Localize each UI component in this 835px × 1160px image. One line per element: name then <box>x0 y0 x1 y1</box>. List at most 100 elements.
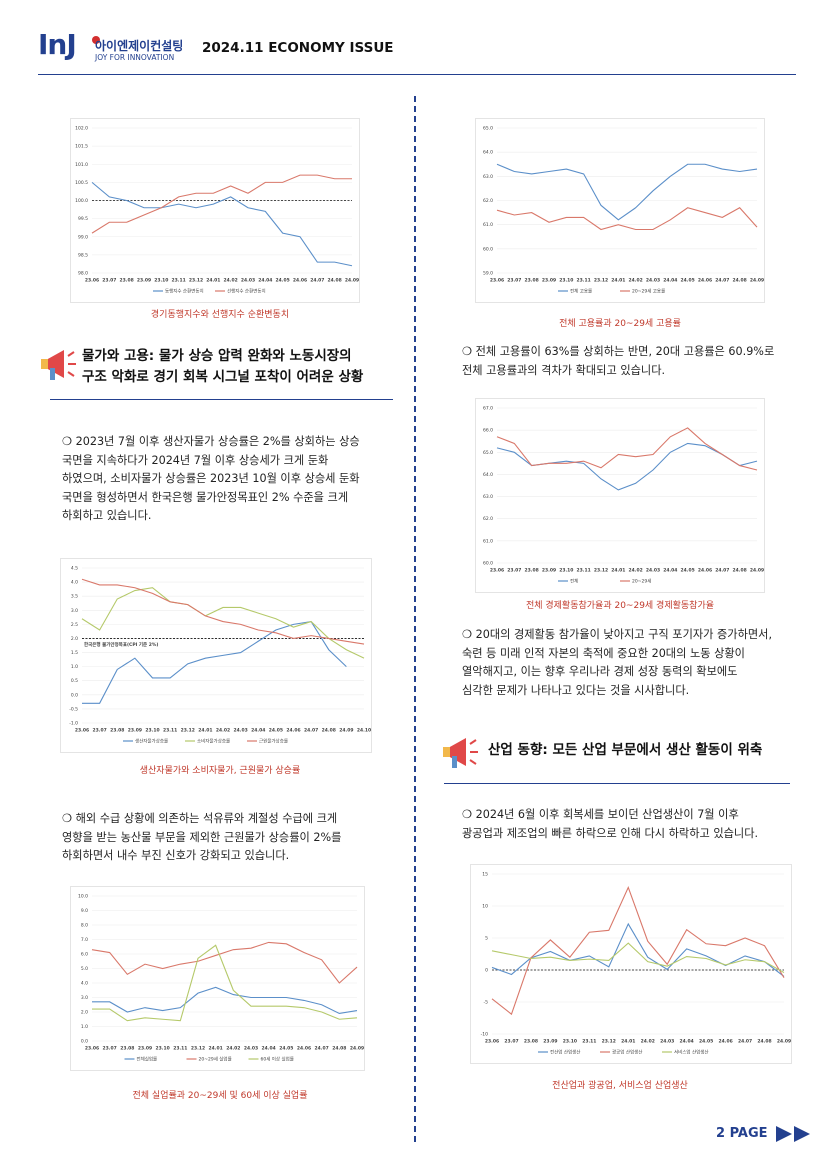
chart-frame <box>475 118 765 303</box>
series-line <box>491 942 785 974</box>
y-tick-label: 1.0 <box>81 1024 88 1030</box>
series-line <box>92 944 358 1022</box>
heading-rule <box>444 783 790 784</box>
x-tick-label: 24.01 <box>621 1039 635 1045</box>
y-tick-label: 5.0 <box>81 966 88 972</box>
x-tick-label: 23.07 <box>507 278 521 284</box>
y-tick-label: -0.5 <box>69 706 78 712</box>
caption: 전체 고용률과 20~29세 고용률 <box>559 319 681 329</box>
y-tick-label: 98.5 <box>78 252 88 258</box>
x-tick-label: 23.07 <box>102 278 116 284</box>
chart-frame <box>70 886 365 1071</box>
x-tick-label: 24.06 <box>297 1046 311 1052</box>
y-tick-label: 98.0 <box>78 271 88 277</box>
y-tick-label: 10 <box>482 904 488 910</box>
x-tick-label: 24.09 <box>750 278 764 284</box>
y-tick-label: 66.0 <box>483 428 493 434</box>
legend-label: 선행지수 순환변동치 <box>227 288 266 295</box>
y-tick-label: 4.0 <box>81 981 88 987</box>
y-tick-label: 62.0 <box>483 198 493 204</box>
y-tick-label: 62.0 <box>483 516 493 522</box>
x-tick-label: 23.08 <box>120 278 134 284</box>
x-tick-label: 23.10 <box>559 568 573 574</box>
y-tick-label: 1.5 <box>71 650 78 656</box>
x-tick-label: 24.03 <box>646 568 660 574</box>
y-tick-label: 99.5 <box>78 216 88 222</box>
series-line <box>496 163 758 221</box>
y-tick-label: 4.0 <box>71 580 78 586</box>
x-tick-label: 24.04 <box>258 278 272 284</box>
x-tick-label: 24.08 <box>733 568 747 574</box>
legend-label: 전체 <box>570 578 578 585</box>
x-tick-label: 24.02 <box>216 728 230 734</box>
y-tick-label: 5 <box>485 936 488 942</box>
logo: InJ <box>38 28 100 61</box>
series-line <box>92 986 358 1015</box>
y-tick-label: 2.0 <box>71 636 78 642</box>
series-line <box>81 587 365 659</box>
company: 아이엔제이컨설팅 <box>95 39 184 53</box>
x-tick-label: 23.07 <box>103 1046 117 1052</box>
series-line <box>491 922 785 977</box>
caption: 경기동행지수와 선행지수 순환변동치 <box>150 310 290 320</box>
x-tick-label: 24.01 <box>198 728 212 734</box>
y-tick-label: 65.0 <box>483 450 493 456</box>
x-tick-label: 23.11 <box>582 1039 596 1045</box>
y-tick-label: -5 <box>484 1000 489 1006</box>
legend-label: 20~29세 실업률 <box>199 1056 232 1063</box>
x-tick-label: 23.12 <box>181 728 195 734</box>
section-heading: 산업 동향: 모든 산업 부문에서 생산 활동이 위축 <box>488 742 763 758</box>
x-tick-label: 23.07 <box>507 568 521 574</box>
x-tick-label: 24.06 <box>718 1039 732 1045</box>
legend-label: 소비자물가상승률 <box>197 738 230 745</box>
paragraph: ❍ 전체 고용률이 63%를 상회하는 반면, 20대 고용률은 60.9%로 … <box>462 345 775 377</box>
x-tick-label: 24.09 <box>345 278 359 284</box>
megaphone-icon <box>41 350 76 380</box>
paragraph: ❍ 20대의 경제활동 참가율이 낮아지고 구직 포기자가 증가하면서, 숙련 … <box>462 628 773 697</box>
paragraph: ❍ 해외 수급 상황에 의존하는 석유류와 계절성 수급에 크게 영향을 받는 … <box>62 812 342 862</box>
arrow-icon <box>776 1126 810 1142</box>
series-line <box>91 174 352 234</box>
y-tick-label: 3.0 <box>71 608 78 614</box>
column-divider <box>414 96 416 1142</box>
x-tick-label: 24.08 <box>332 1046 346 1052</box>
legend-label: 20~29세 고용률 <box>632 288 665 295</box>
x-tick-label: 23.09 <box>137 278 151 284</box>
x-tick-label: 24.04 <box>663 278 677 284</box>
x-tick-label: 24.06 <box>293 278 307 284</box>
y-tick-label: 0 <box>485 968 488 974</box>
x-tick-label: 23.06 <box>485 1039 499 1045</box>
x-tick-label: 23.09 <box>128 728 142 734</box>
series-line <box>91 181 353 267</box>
x-tick-label: 24.06 <box>698 278 712 284</box>
x-tick-label: 24.09 <box>339 728 353 734</box>
y-tick-label: 61.0 <box>483 222 493 228</box>
x-tick-label: 24.05 <box>269 728 283 734</box>
y-tick-label: 64.0 <box>483 150 493 156</box>
x-tick-label: 23.12 <box>189 278 203 284</box>
x-tick-label: 23.10 <box>154 278 168 284</box>
series-line <box>496 427 758 471</box>
x-tick-label: 24.04 <box>251 728 265 734</box>
legend-label: 생산자물가상승률 <box>135 738 168 745</box>
x-tick-label: 23.10 <box>559 278 573 284</box>
x-tick-label: 23.06 <box>75 728 89 734</box>
x-tick-label: 23.12 <box>602 1039 616 1045</box>
x-tick-label: 24.02 <box>224 278 238 284</box>
x-tick-label: 24.05 <box>699 1039 713 1045</box>
y-tick-label: 63.0 <box>483 174 493 180</box>
x-tick-label: 24.07 <box>310 278 324 284</box>
x-tick-label: 24.10 <box>357 728 371 734</box>
x-tick-label: 23.11 <box>173 1046 187 1052</box>
x-tick-label: 24.09 <box>750 568 764 574</box>
x-tick-label: 24.03 <box>234 728 248 734</box>
paragraph: ❍ 2024년 6월 이후 회복세를 보이던 산업생산이 7월 이후 광공업과 … <box>462 808 759 840</box>
x-tick-label: 23.10 <box>145 728 159 734</box>
legend-label: 전체실업률 <box>137 1056 158 1063</box>
legend-label: 광공업 산업생산 <box>612 1049 642 1056</box>
legend-label: 동행지수 순환변동치 <box>165 288 204 295</box>
y-tick-label: 7.0 <box>81 937 88 943</box>
legend-label: 서비스업 산업생산 <box>674 1049 709 1056</box>
logo-dot <box>92 36 100 44</box>
